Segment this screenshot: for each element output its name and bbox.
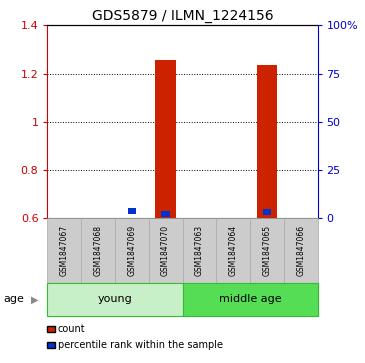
Text: GSM1847070: GSM1847070: [161, 225, 170, 276]
Text: young: young: [97, 294, 132, 305]
Text: GSM1847067: GSM1847067: [60, 225, 69, 276]
Bar: [115, 218, 149, 283]
Text: percentile rank within the sample: percentile rank within the sample: [58, 340, 223, 350]
Bar: [263, 209, 271, 215]
Bar: [182, 218, 216, 283]
Bar: [257, 65, 277, 218]
Text: age: age: [4, 294, 24, 305]
Text: ▶: ▶: [31, 294, 39, 305]
Bar: [216, 218, 250, 283]
Text: GSM1847069: GSM1847069: [127, 225, 137, 276]
Text: GSM1847066: GSM1847066: [296, 225, 305, 276]
Bar: [182, 283, 318, 316]
Bar: [47, 218, 81, 283]
Text: GSM1847064: GSM1847064: [228, 225, 238, 276]
Title: GDS5879 / ILMN_1224156: GDS5879 / ILMN_1224156: [92, 9, 273, 23]
Bar: [250, 218, 284, 283]
Bar: [284, 218, 318, 283]
Bar: [161, 211, 170, 217]
Text: GSM1847065: GSM1847065: [262, 225, 272, 276]
Bar: [155, 60, 176, 218]
Bar: [149, 218, 182, 283]
Text: middle age: middle age: [219, 294, 281, 305]
Text: GSM1847063: GSM1847063: [195, 225, 204, 276]
Text: GSM1847068: GSM1847068: [93, 225, 103, 276]
Bar: [128, 208, 136, 214]
Text: count: count: [58, 324, 85, 334]
Bar: [47, 283, 182, 316]
Bar: [81, 218, 115, 283]
